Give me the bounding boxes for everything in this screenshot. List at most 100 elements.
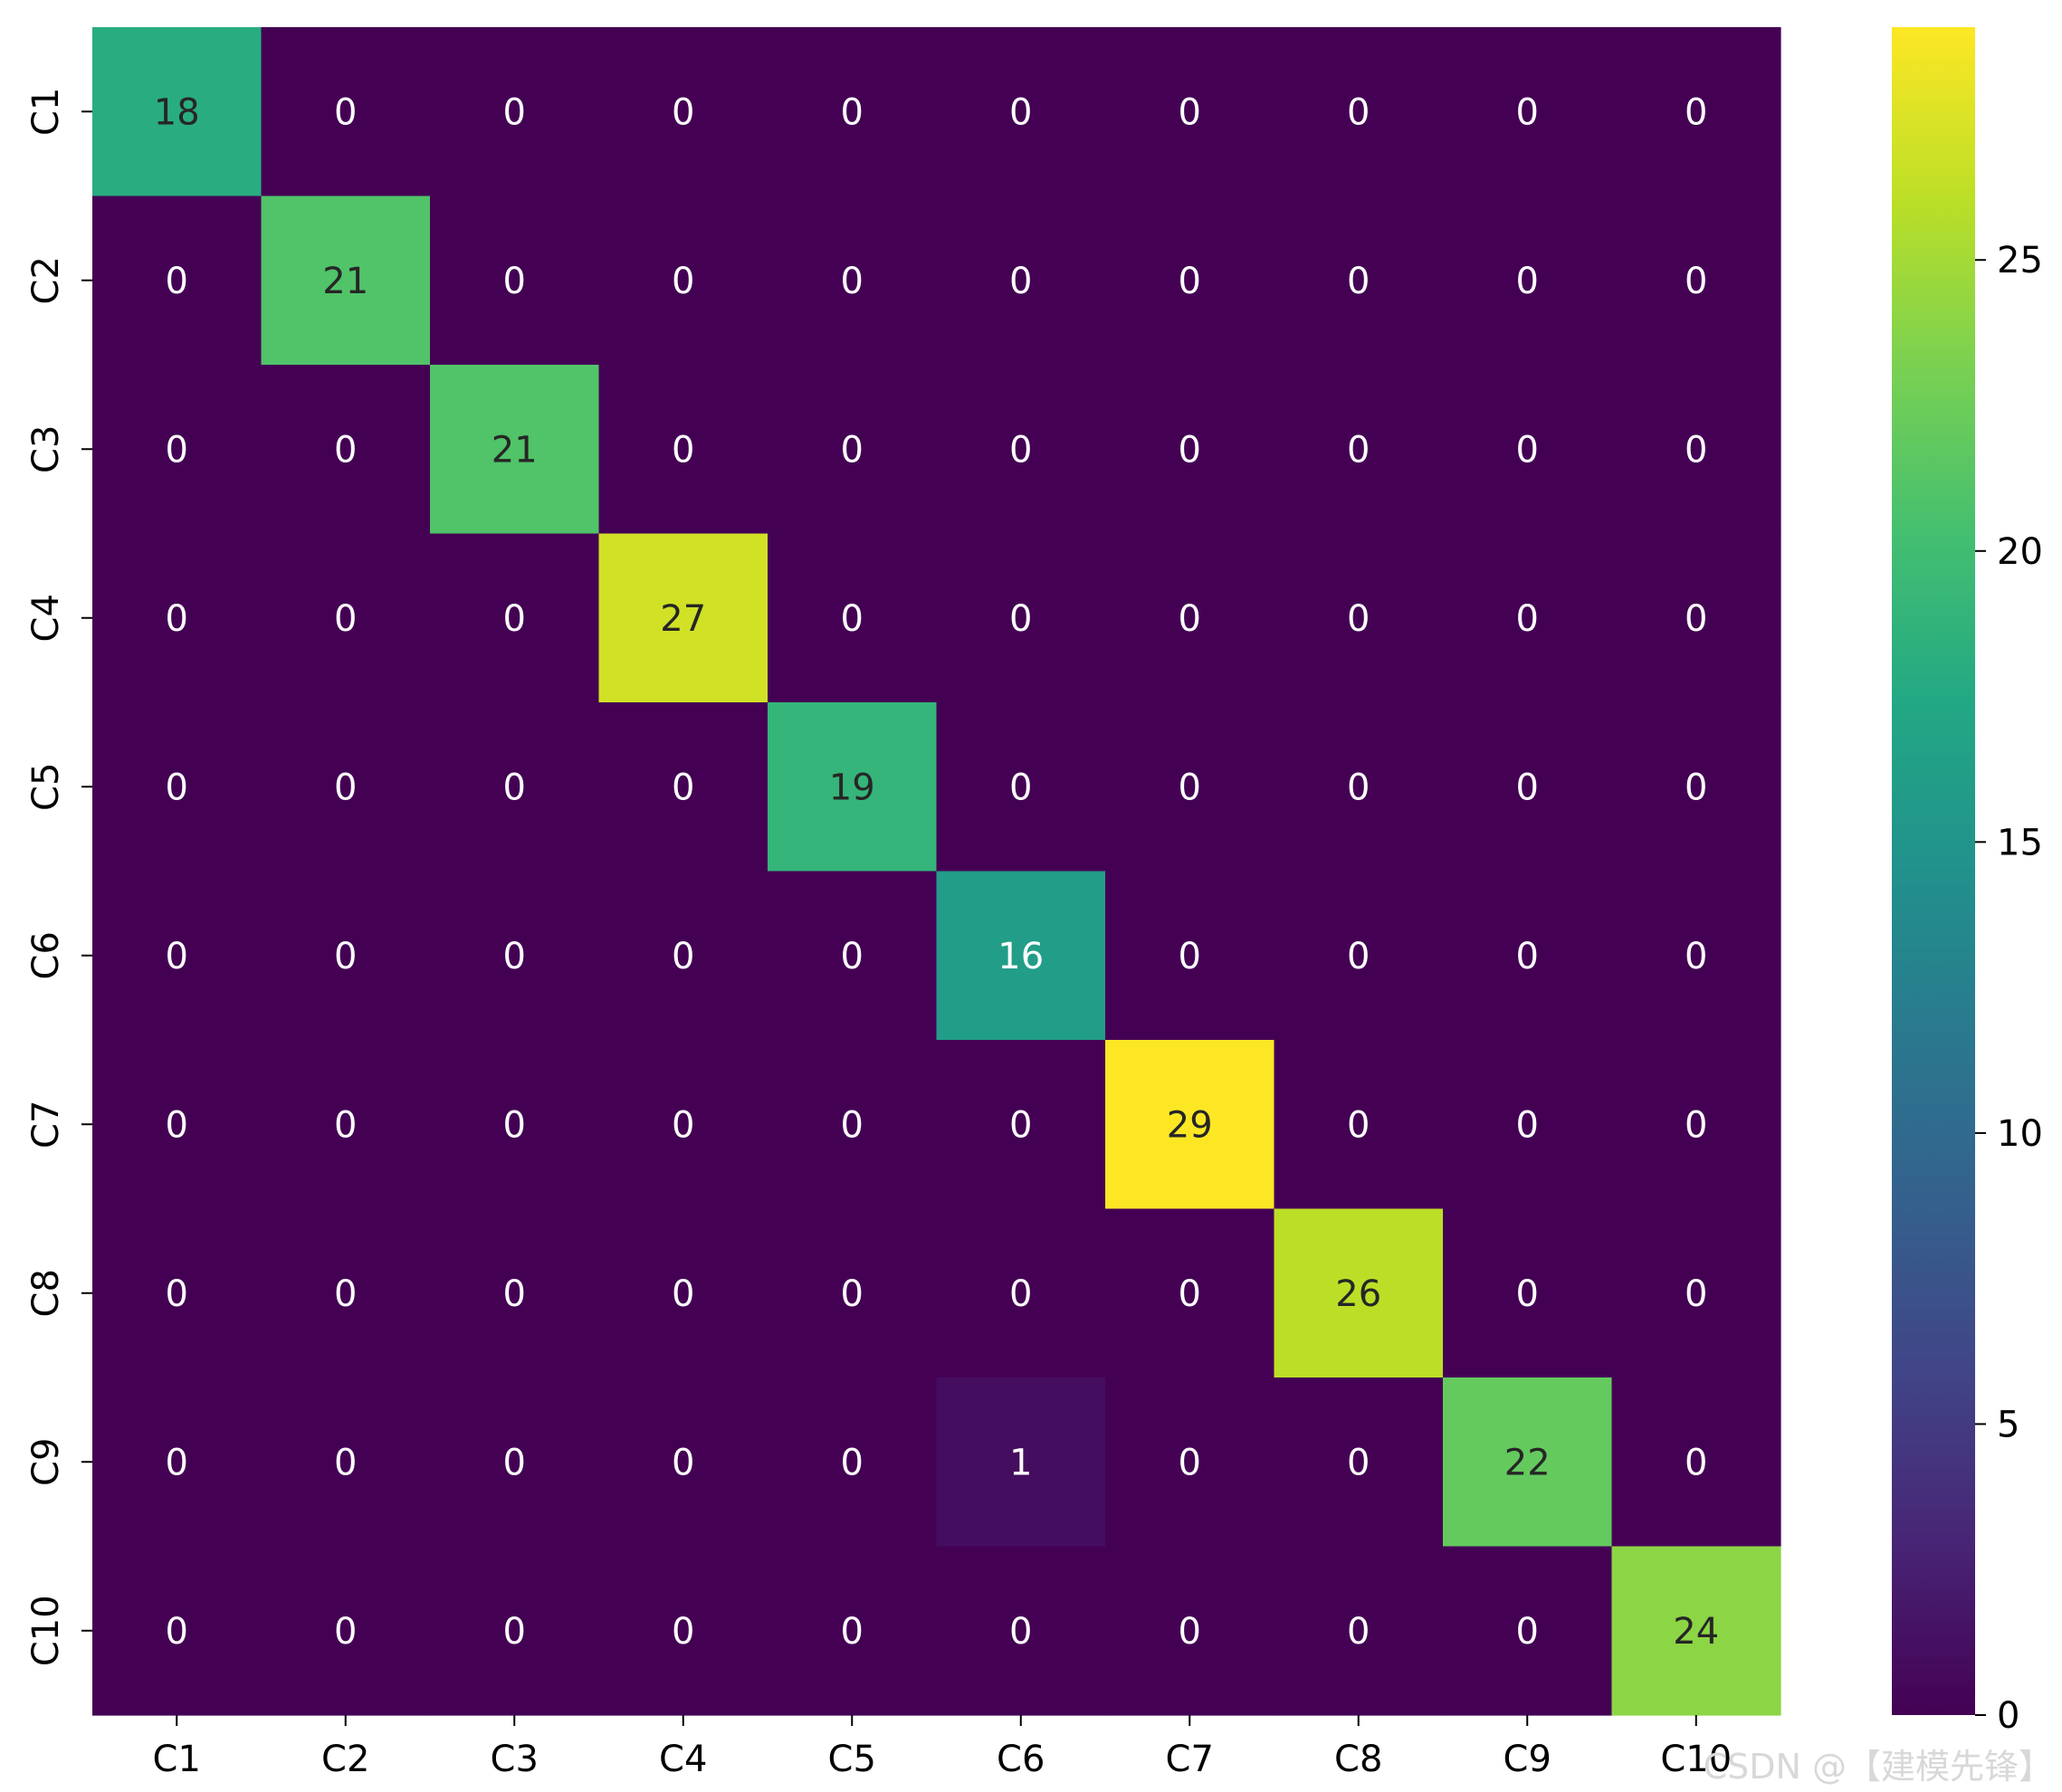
heatmap-cell-r10-c10 <box>1611 1546 1781 1716</box>
cell-label-r3-c9: 0 <box>1516 429 1539 471</box>
cell-label-r5-c8: 0 <box>1347 767 1370 808</box>
cell-label-r9-c7: 0 <box>1179 1442 1201 1483</box>
y-tick-label-6: C6 <box>25 931 67 979</box>
cell-label-r9-c8: 0 <box>1347 1442 1370 1483</box>
cell-label-r9-c5: 0 <box>841 1442 864 1483</box>
cell-label-r4-c5: 0 <box>841 598 864 640</box>
heatmap-cell-r5-c3 <box>430 702 600 872</box>
cell-label-r9-c2: 0 <box>334 1442 357 1483</box>
cell-label-r9-c3: 0 <box>503 1442 526 1483</box>
cell-label-r1-c8: 0 <box>1347 91 1370 133</box>
heatmap-cell-r5-c1 <box>92 702 263 872</box>
cell-label-r6-c9: 0 <box>1516 936 1539 977</box>
cell-label-r8-c1: 0 <box>166 1273 188 1315</box>
heatmap-cell-labels: 18 0 0 0 0 0 0 0 0 0 0 21 0 0 0 0 0 0 0 0 0 0 21 0 0 0 0 0 0 0 0 0 0 27 0 0… <box>154 91 1719 1653</box>
heatmap-cell-r4-c10 <box>1611 533 1781 703</box>
cell-label-r2-c1: 0 <box>166 261 188 302</box>
x-tick-label-3: C3 <box>491 1739 539 1780</box>
heatmap-cell-r2-c8 <box>1274 195 1444 366</box>
heatmap-cell-r1-c3 <box>430 27 600 197</box>
heatmap-cell-r6-c6 <box>936 871 1106 1041</box>
cell-label-r7-c2: 0 <box>334 1104 357 1146</box>
cell-label-r1-c4: 0 <box>672 91 694 133</box>
colorbar-tick-label-2: 5 <box>1997 1404 2019 1445</box>
heatmap-cell-r2-c10 <box>1611 195 1781 366</box>
cell-label-r6-c5: 0 <box>841 936 864 977</box>
heatmap-cell-r7-c2 <box>261 1040 431 1210</box>
cell-label-r2-c6: 0 <box>1009 261 1032 302</box>
cell-label-r1-c2: 0 <box>334 91 357 133</box>
heatmap-cell-r2-c4 <box>598 195 768 366</box>
heatmap-cell-r10-c2 <box>261 1546 431 1716</box>
colorbar-tick-label-1: 0 <box>1997 1695 2019 1737</box>
cell-label-r4-c2: 0 <box>334 598 357 640</box>
cell-label-r2-c8: 0 <box>1347 261 1370 302</box>
heatmap-cell-r10-c8 <box>1274 1546 1444 1716</box>
y-tick-label-8: C8 <box>25 1269 67 1317</box>
cell-label-r5-c10: 0 <box>1685 767 1707 808</box>
heatmap-cell-r9-c5 <box>768 1377 938 1548</box>
heatmap-cell-r9-c4 <box>598 1377 768 1548</box>
cell-label-r2-c2: 21 <box>322 261 368 302</box>
cell-label-r10-c3: 0 <box>503 1611 526 1653</box>
cell-label-r6-c8: 0 <box>1347 936 1370 977</box>
cell-label-r6-c7: 0 <box>1179 936 1201 977</box>
heatmap-cell-r3-c10 <box>1611 365 1781 535</box>
heatmap-cell-r2-c6 <box>936 195 1106 366</box>
y-tick-label-3: C3 <box>25 425 67 473</box>
heatmap-cell-r10-c4 <box>598 1546 768 1716</box>
cell-label-r7-c4: 0 <box>672 1104 694 1146</box>
heatmap-cell-r7-c9 <box>1443 1040 1613 1210</box>
y-tick-label-10: C10 <box>25 1595 67 1666</box>
colorbar-tick-label-4: 15 <box>1997 822 2043 863</box>
x-tick-label-1: C1 <box>153 1739 201 1780</box>
heatmap-cell-r2-c1 <box>92 195 263 366</box>
heatmap-cell-r7-c5 <box>768 1040 938 1210</box>
cell-label-r4-c7: 0 <box>1179 598 1201 640</box>
heatmap-cell-r2-c9 <box>1443 195 1613 366</box>
cell-label-r4-c1: 0 <box>166 598 188 640</box>
cell-label-r7-c3: 0 <box>503 1104 526 1146</box>
heatmap-cell-r5-c10 <box>1611 702 1781 872</box>
x-tick-label-8: C8 <box>1334 1739 1382 1780</box>
heatmap-cell-r8-c10 <box>1611 1208 1781 1378</box>
heatmap-cell-r1-c5 <box>768 27 938 197</box>
heatmap-cell-r10-c6 <box>936 1546 1106 1716</box>
x-tick-label-9: C9 <box>1504 1739 1551 1780</box>
colorbar: 0 5 10 15 20 25 <box>1892 27 2043 1737</box>
cell-label-r3-c7: 0 <box>1179 429 1201 471</box>
heatmap-cell-r3-c4 <box>598 365 768 535</box>
x-tick-label-4: C4 <box>659 1739 707 1780</box>
cell-label-r8-c8: 26 <box>1335 1273 1381 1315</box>
heatmap-cell-r9-c7 <box>1105 1377 1275 1548</box>
cell-label-r3-c2: 0 <box>334 429 357 471</box>
y-tick-label-1: C1 <box>25 88 67 136</box>
heatmap-cell-r3-c3 <box>430 365 600 535</box>
cell-label-r8-c2: 0 <box>334 1273 357 1315</box>
cell-label-r6-c3: 0 <box>503 936 526 977</box>
watermark-text: CSDN @【建模先锋】 <box>1704 1747 2053 1787</box>
heatmap-cell-r3-c7 <box>1105 365 1275 535</box>
heatmap-cell-r4-c9 <box>1443 533 1613 703</box>
cell-label-r10-c7: 0 <box>1179 1611 1201 1653</box>
heatmap-cell-r9-c10 <box>1611 1377 1781 1548</box>
heatmap-cell-r10-c3 <box>430 1546 600 1716</box>
heatmap-cell-r9-c8 <box>1274 1377 1444 1548</box>
heatmap-cell-r9-c1 <box>92 1377 263 1548</box>
heatmap-cell-r4-c2 <box>261 533 431 703</box>
heatmap-cell-r1-c9 <box>1443 27 1613 197</box>
cell-label-r10-c2: 0 <box>334 1611 357 1653</box>
cell-label-r1-c6: 0 <box>1009 91 1032 133</box>
heatmap-cell-r9-c3 <box>430 1377 600 1548</box>
cell-label-r6-c1: 0 <box>166 936 188 977</box>
heatmap-cell-r8-c1 <box>92 1208 263 1378</box>
heatmap-cell-r8-c6 <box>936 1208 1106 1378</box>
cell-label-r1-c10: 0 <box>1685 91 1707 133</box>
heatmap-cell-r10-c1 <box>92 1546 263 1716</box>
heatmap-cell-r10-c5 <box>768 1546 938 1716</box>
cell-label-r8-c10: 0 <box>1685 1273 1707 1315</box>
x-tick-label-5: C5 <box>828 1739 876 1780</box>
heatmap-cell-r1-c6 <box>936 27 1106 197</box>
cell-label-r8-c7: 0 <box>1179 1273 1201 1315</box>
heatmap-cell-r3-c5 <box>768 365 938 535</box>
